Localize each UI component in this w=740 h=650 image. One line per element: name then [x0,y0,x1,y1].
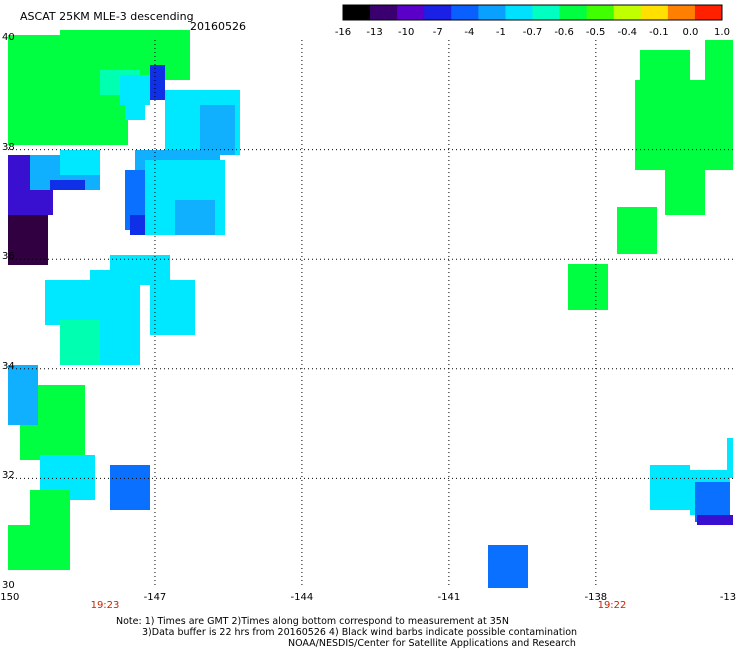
latitude-label: 36 [2,251,15,263]
longitude-label: -144 [290,592,314,603]
colorbar-tick-label: -0.5 [585,27,606,38]
longitude-label: -147 [143,592,167,603]
colorbar-tick-label: -4 [464,27,475,38]
latitude-label: 40 [2,32,15,43]
colorbar-tick-label: -13 [366,27,383,38]
wind-cell [150,280,195,335]
wind-cell [8,525,63,570]
colorbar-segment [640,5,669,20]
longitude-label: -13 [719,592,737,603]
wind-cell [50,180,85,190]
colorbar-tick-label: -0.4 [617,27,638,38]
longitude-label: -150 [0,592,20,603]
colorbar-segment [559,5,588,20]
latitude-label: 34 [2,360,15,372]
colorbar-segment [667,5,696,20]
wind-cell [200,105,235,155]
colorbar-tick-label: -0.6 [554,27,574,38]
colorbar [342,4,723,21]
wind-cell [60,150,100,175]
colorbar-segment [613,5,642,20]
colorbar-tick-label: -16 [334,27,352,38]
wind-cell [617,207,657,254]
colorbar-segment [343,5,371,20]
wind-cell [568,264,608,310]
wind-cell [110,465,150,510]
colorbar-tick-label: 0.0 [682,27,699,38]
wind-cell [8,215,48,265]
footnote-line-1: Note: 1) Times are GMT 2)Times along bot… [116,616,509,627]
colorbar-segment [478,5,506,20]
wind-cell [8,365,38,425]
latitude-label: 30 [2,580,15,591]
wind-cell [727,438,733,478]
wind-cell [488,545,528,588]
wind-cell [175,200,215,235]
colorbar-tick-label: 1.0 [714,27,730,38]
pass-time-left: 19:23 [90,600,120,611]
latitude-label: 38 [2,141,15,153]
colorbar-tick-label: -10 [397,27,415,38]
footnote-line-3: NOAA/NESDIS/Center for Satellite Applica… [288,638,576,649]
wind-cell [635,80,733,170]
footnote-line-2: 3)Data buffer is 22 hrs from 20160526 4)… [142,627,578,638]
wind-cell [697,515,733,525]
longitude-label: -141 [437,592,461,603]
colorbar-segment [505,5,533,20]
colorbar-segment [370,5,398,20]
colorbar-tick-label: -1 [495,27,506,38]
product-date: 20160526 [190,20,246,33]
colorbar-segment [424,5,452,20]
colorbar-tick-label: -0.7 [522,27,543,38]
colorbar-segment [397,5,425,20]
pass-time-right: 19:22 [597,600,627,611]
wind-cell [125,100,145,120]
colorbar-segment [694,5,723,20]
colorbar-tick-label: -0.1 [649,27,669,38]
colorbar-segment [532,5,561,20]
latitude-label: 32 [2,470,15,482]
wind-cell [150,65,165,100]
wind-cell [60,320,100,365]
colorbar-segment [451,5,479,20]
wind-cell [650,465,690,510]
colorbar-segment [586,5,615,20]
product-title: ASCAT 25KM MLE-3 descending [20,10,194,23]
wind-cell [175,45,185,70]
colorbar-frame [342,4,723,21]
colorbar-tick-label: -7 [432,27,443,38]
wind-cell [665,160,705,215]
wind-cell [120,35,175,70]
longitude-label: -138 [584,592,608,603]
